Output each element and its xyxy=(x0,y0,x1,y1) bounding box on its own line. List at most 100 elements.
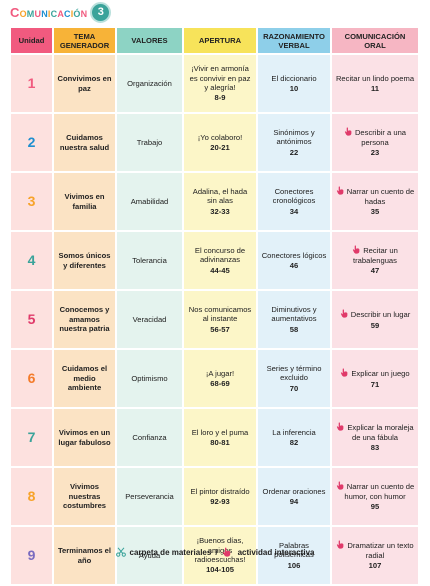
table-row: 2 Cuidamos nuestra salud Trabajo ¡Yo colabo… xyxy=(11,114,418,171)
razonamiento-cell: Series y término excluido 70 xyxy=(258,350,330,407)
page-number: 8-9 xyxy=(214,93,226,103)
page-number: 92-93 xyxy=(210,497,230,506)
page-number: 82 xyxy=(289,438,299,447)
value-cell: Amabilidad xyxy=(117,173,182,230)
header-razonamiento-verbal: RAZONAMIENTO VERBAL xyxy=(258,28,330,53)
interactive-hand-icon xyxy=(222,547,230,557)
page-number: 71 xyxy=(370,379,380,389)
page-number: 80-81 xyxy=(210,438,230,447)
legend: carpeta de materiales / actividad intera… xyxy=(0,546,430,558)
brand-letter: C xyxy=(10,4,20,20)
grade-badge: 3 xyxy=(90,1,112,23)
razonamiento-title: Ordenar oraciones xyxy=(262,486,326,496)
unit-number: 6 xyxy=(11,350,52,407)
apertura-cell: Adalina, el hada sin alas 32-33 xyxy=(184,173,256,230)
apertura-title: El loro y el puma xyxy=(191,427,249,437)
page-number: 68-69 xyxy=(210,379,230,388)
topic-cell: Cuidamos nuestra salud xyxy=(54,114,115,171)
brand-letter: n xyxy=(41,8,48,19)
razonamiento-cell: Conectores cronológicos 34 xyxy=(258,173,330,230)
apertura-title: Nos comunicamos al instante xyxy=(188,304,252,324)
razonamiento-title: Sinónimos y antónimos xyxy=(273,127,315,147)
razonamiento-cell: La inferencia 82 xyxy=(258,409,330,466)
razonamiento-title: Diminutivos y aumentativos xyxy=(271,304,317,324)
page-number: 34 xyxy=(289,206,299,216)
brand-letter: a xyxy=(57,8,65,19)
comunicacion-title: Describir a una persona xyxy=(354,128,407,147)
unit-number: 3 xyxy=(11,173,52,230)
apertura-cell: El loro y el puma 80-81 xyxy=(184,409,256,466)
value-cell: Veracidad xyxy=(117,291,182,348)
razonamiento-title: El diccionario xyxy=(271,73,317,83)
comunicacion-title: Dramatizar un texto radial xyxy=(347,541,414,560)
page-number: 70 xyxy=(289,383,299,393)
comunicacion-title: Narrar un cuento de hadas xyxy=(346,187,415,206)
brand-letter: u xyxy=(34,8,42,19)
apertura-title: ¡Vivir en armonía es convivir en paz y a… xyxy=(189,64,251,92)
legend-interactive: actividad interactiva xyxy=(237,547,315,557)
comunicacion-title: Explicar la moraleja de una fábula xyxy=(347,423,414,442)
table-row: 5 Conocemos y amamos nuestra patria Veraci… xyxy=(11,291,418,348)
razonamiento-cell: Ordenar oraciones 94 xyxy=(258,468,330,525)
apertura-cell: El pintor distraído 92-93 xyxy=(184,468,256,525)
comunicacion-title: Narrar un cuento de humor, con humor xyxy=(344,482,415,501)
header-comunicacion-oral: COMUNICACIÓN ORAL xyxy=(332,28,418,53)
razonamiento-cell: Diminutivos y aumentativos 58 xyxy=(258,291,330,348)
interactive-hand-icon xyxy=(336,481,344,491)
page-number: 32-33 xyxy=(210,206,230,216)
page-number: 94 xyxy=(289,497,299,506)
razonamiento-title: Series y término excluido xyxy=(266,363,322,383)
page-number: 44-45 xyxy=(210,265,230,275)
apertura-title: ¡A jugar! xyxy=(205,368,235,378)
table-row: 8 Vivimos nuestras costumbres Perseveranci… xyxy=(11,468,418,525)
topic-cell: Convivimos en paz xyxy=(54,55,115,112)
apertura-title: ¡Yo colaboro! xyxy=(197,132,243,142)
interactive-hand-icon xyxy=(353,245,360,255)
apertura-title: El pintor distraído xyxy=(190,486,250,496)
page-number: 56-57 xyxy=(210,324,230,334)
brand-letter: c xyxy=(50,8,58,19)
topic-cell: Vivimos nuestras costumbres xyxy=(54,468,115,525)
page-number: 95 xyxy=(370,502,380,512)
interactive-hand-icon xyxy=(341,368,348,377)
unit-number: 5 xyxy=(11,291,52,348)
comunicacion-cell: Recitar un trabalenguas 47 xyxy=(332,232,418,289)
apertura-cell: ¡A jugar! 68-69 xyxy=(184,350,256,407)
unit-number: 4 xyxy=(11,232,52,289)
apertura-cell: ¡Vivir en armonía es convivir en paz y a… xyxy=(184,55,256,112)
content-table: Unidad TEMA GENERADOR VALORES APERTURA R… xyxy=(9,26,420,586)
comunicacion-cell: Explicar la moraleja de una fábula 83 xyxy=(332,409,418,466)
brand-letter: n xyxy=(80,8,88,19)
page-number: 106 xyxy=(287,560,301,570)
table-row: 7 Vivimos en un lugar fabuloso Confianza El… xyxy=(11,409,418,466)
brand-title: Comunicación xyxy=(10,5,87,20)
page-number: 58 xyxy=(289,324,299,334)
apertura-cell: Nos comunicamos al instante 56-57 xyxy=(184,291,256,348)
razonamiento-title: La inferencia xyxy=(272,427,316,437)
comunicacion-title: Explicar un juego xyxy=(351,369,410,379)
header-tema-generador: TEMA GENERADOR xyxy=(54,28,115,53)
header-valores: VALORES xyxy=(117,28,182,53)
value-cell: Perseverancia xyxy=(117,468,182,525)
value-cell: Trabajo xyxy=(117,114,182,171)
page-number: 59 xyxy=(370,320,380,330)
brand-logo: Comunicación 3 xyxy=(10,1,112,23)
topic-cell: Conocemos y amamos nuestra patria xyxy=(54,291,115,348)
table-row: 1 Convivimos en paz Organización ¡Vivir en … xyxy=(11,55,418,112)
brand-letter: c xyxy=(64,8,71,19)
legend-materials: carpeta de materiales xyxy=(129,547,212,557)
page-number: 35 xyxy=(370,207,380,217)
topic-cell: Cuidamos el medio ambiente xyxy=(54,350,115,407)
unit-number: 2 xyxy=(11,114,52,171)
table-header-row: Unidad TEMA GENERADOR VALORES APERTURA R… xyxy=(11,28,418,53)
table-row: 4 Somos únicos y diferentes Tolerancia El c… xyxy=(11,232,418,289)
interactive-hand-icon xyxy=(337,540,344,550)
comunicacion-cell: Narrar un cuento de hadas 35 xyxy=(332,173,418,230)
razonamiento-cell: Conectores lógicos 46 xyxy=(258,232,330,289)
interactive-hand-icon xyxy=(340,309,348,318)
brand-letter: ó xyxy=(73,8,81,19)
legend-separator: / xyxy=(215,547,218,557)
topic-cell: Somos únicos y diferentes xyxy=(54,232,115,289)
apertura-title: Adalina, el hada sin alas xyxy=(192,186,248,206)
comunicacion-cell: Explicar un juego 71 xyxy=(332,350,418,407)
